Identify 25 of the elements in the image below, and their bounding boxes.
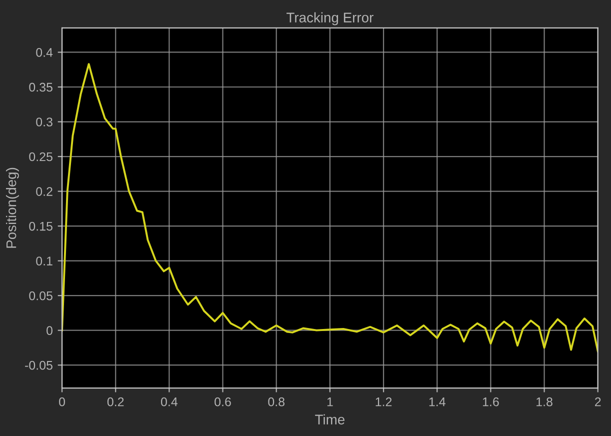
x-tick-label: 1.2 <box>376 397 392 406</box>
y-tick-label: 0.2 <box>36 187 52 196</box>
x-tick-label: 0.8 <box>268 397 284 406</box>
y-tick-label: 0.1 <box>36 256 52 266</box>
chart-title: Tracking Error <box>286 12 374 26</box>
y-axis-title: Position(deg) <box>6 168 19 248</box>
y-tick-label: 0.15 <box>29 222 52 231</box>
x-tick-label: 0.2 <box>107 397 124 406</box>
x-tick-label: 0.6 <box>214 397 231 406</box>
y-tick-label: 0 <box>46 326 52 335</box>
x-tick-label: 1.8 <box>536 397 552 406</box>
x-tick-label: 0 <box>59 397 66 406</box>
y-tick-label: 0.35 <box>29 82 52 92</box>
line-series <box>62 63 598 352</box>
x-tick-label: 1 <box>327 398 333 406</box>
y-tick-label: 0.4 <box>36 48 53 57</box>
y-tick-label: 0.25 <box>29 152 52 162</box>
y-tick-label: 0.3 <box>36 118 52 126</box>
x-tick-label: 1.6 <box>482 397 499 406</box>
x-tick-label: 1.4 <box>429 398 446 406</box>
x-axis-title: Time <box>315 414 344 424</box>
y-tick-label: 0.05 <box>29 291 52 300</box>
x-tick-label: 2 <box>595 397 601 406</box>
y-tick-label: -0.05 <box>25 360 52 370</box>
x-tick-label: 0.4 <box>160 397 178 406</box>
